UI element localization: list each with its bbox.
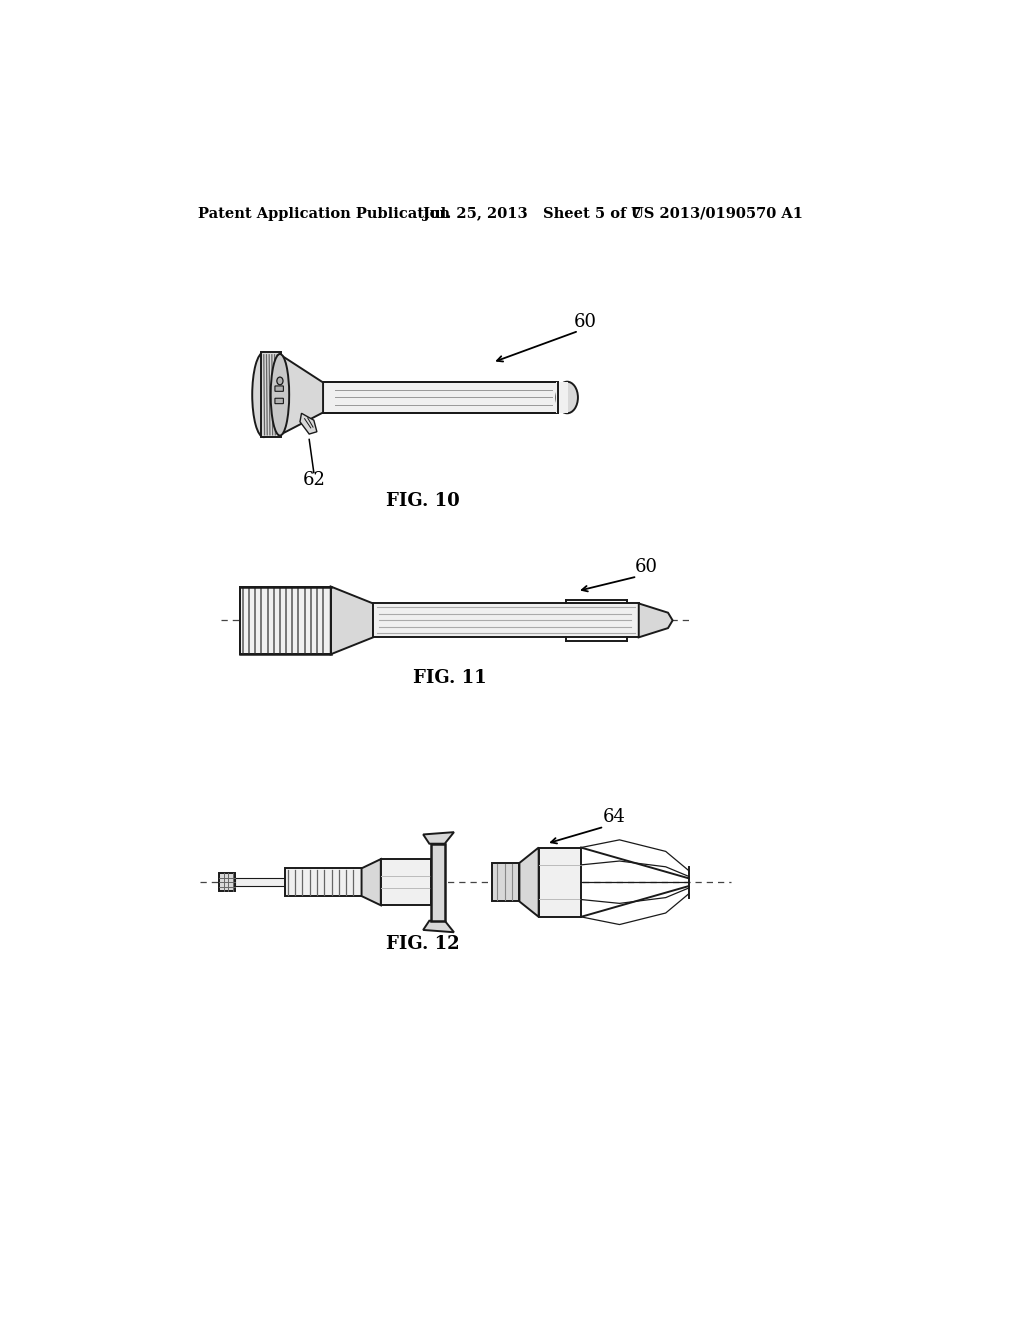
FancyBboxPatch shape bbox=[373, 603, 639, 638]
Text: FIG. 10: FIG. 10 bbox=[386, 492, 460, 510]
Text: 60: 60 bbox=[635, 557, 658, 576]
Polygon shape bbox=[639, 603, 673, 638]
Text: 60: 60 bbox=[573, 313, 596, 331]
Polygon shape bbox=[423, 832, 454, 843]
FancyBboxPatch shape bbox=[240, 586, 331, 655]
Text: US 2013/0190570 A1: US 2013/0190570 A1 bbox=[631, 207, 803, 220]
FancyBboxPatch shape bbox=[381, 859, 431, 906]
Polygon shape bbox=[519, 847, 539, 917]
FancyBboxPatch shape bbox=[323, 383, 558, 412]
Ellipse shape bbox=[276, 378, 283, 385]
Polygon shape bbox=[423, 921, 454, 932]
FancyBboxPatch shape bbox=[431, 843, 444, 921]
Text: 64: 64 bbox=[603, 808, 626, 826]
FancyBboxPatch shape bbox=[539, 847, 581, 917]
Polygon shape bbox=[361, 859, 381, 906]
FancyBboxPatch shape bbox=[234, 878, 285, 886]
Polygon shape bbox=[300, 413, 316, 434]
Ellipse shape bbox=[252, 352, 275, 437]
FancyBboxPatch shape bbox=[261, 352, 282, 437]
FancyBboxPatch shape bbox=[219, 873, 234, 891]
Polygon shape bbox=[331, 586, 373, 655]
Text: FIG. 11: FIG. 11 bbox=[414, 669, 487, 688]
FancyBboxPatch shape bbox=[274, 385, 284, 391]
Ellipse shape bbox=[556, 381, 578, 413]
Polygon shape bbox=[282, 355, 323, 434]
FancyBboxPatch shape bbox=[556, 381, 568, 413]
Text: FIG. 12: FIG. 12 bbox=[386, 935, 460, 953]
FancyBboxPatch shape bbox=[285, 869, 361, 896]
Text: Jul. 25, 2013   Sheet 5 of 7: Jul. 25, 2013 Sheet 5 of 7 bbox=[423, 207, 642, 220]
Ellipse shape bbox=[270, 354, 289, 436]
FancyBboxPatch shape bbox=[274, 399, 284, 404]
Text: Patent Application Publication: Patent Application Publication bbox=[199, 207, 451, 220]
FancyBboxPatch shape bbox=[493, 863, 519, 902]
Text: 62: 62 bbox=[302, 471, 326, 490]
